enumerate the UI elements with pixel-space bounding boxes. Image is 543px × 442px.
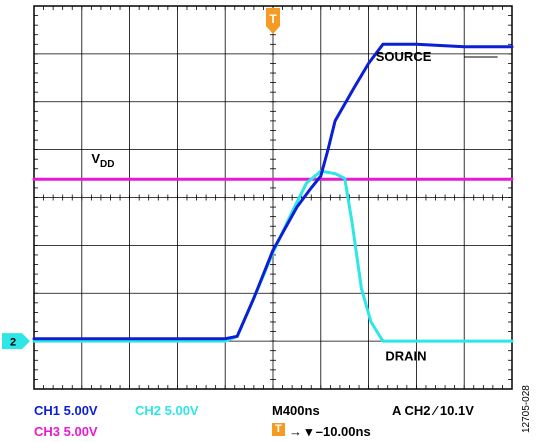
trigger-marker-label: T bbox=[269, 12, 277, 26]
ch2-marker-label: 2 bbox=[10, 337, 16, 349]
channel-markers: 2T bbox=[2, 8, 280, 350]
trigger-position-marker bbox=[266, 8, 280, 34]
waveform-traces bbox=[32, 42, 514, 343]
trigger-setting-readout: A CH2 ∕ 10.1V bbox=[392, 403, 474, 418]
ch1-readout: CH1 5.00V bbox=[34, 403, 98, 418]
ch2-ground-marker bbox=[2, 333, 30, 350]
trigger-offset-icon: T bbox=[272, 423, 285, 436]
ch3-readout: CH3 5.00V bbox=[34, 424, 98, 439]
vdd-label-subscript: DD bbox=[100, 159, 114, 170]
figure-code: 12705-028 bbox=[521, 385, 532, 433]
ch2-readout: CH2 5.00V bbox=[135, 403, 199, 418]
source-label: SOURCE bbox=[376, 49, 432, 64]
trigger-offset-readout: → ▾ –10.00ns bbox=[289, 424, 371, 439]
timebase-readout: M400ns bbox=[272, 403, 320, 418]
drain-label: DRAIN bbox=[385, 348, 426, 363]
series-line-drain bbox=[32, 169, 514, 343]
series-line-source bbox=[32, 42, 514, 341]
